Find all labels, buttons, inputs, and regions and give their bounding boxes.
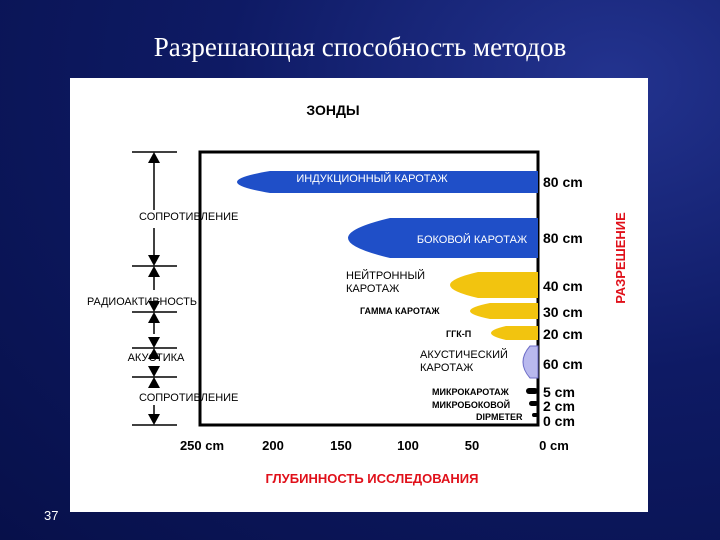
method-label-neutron-1: НЕЙТРОННЫЙ — [346, 269, 425, 282]
bracket-arrows — [148, 152, 160, 425]
resolution-value: 2 cm — [543, 398, 575, 414]
method-shape-microlog — [526, 388, 538, 394]
left-label-radioactivity: РАДИОАКТИВНОСТЬ — [87, 296, 197, 308]
method-shape-microlaterolog — [529, 401, 538, 406]
diagram-panel: ЗОНДЫ — [70, 78, 648, 512]
method-label-induction: ИНДУКЦИОННЫЙ КАРОТАЖ — [296, 172, 447, 185]
method-shape-gamma — [470, 303, 538, 319]
resolution-value: 80 cm — [543, 174, 583, 190]
slide-title: Разрешающая способность методов — [153, 32, 567, 62]
resolution-value: 60 cm — [543, 356, 583, 372]
method-label-microlog: МИКРОКАРОТАЖ — [432, 387, 510, 397]
resolution-value: 5 cm — [543, 384, 575, 400]
slide-number: 37 — [44, 508, 59, 523]
y-axis-title: РАЗРЕШЕНИЕ — [613, 212, 628, 304]
left-label-resistivity-2: СОПРОТИВЛЕНИЕ — [139, 392, 238, 404]
resolution-value: 30 cm — [543, 304, 583, 320]
x-tick-label: 250 cm — [180, 438, 224, 453]
x-axis-title: ГЛУБИННОСТЬ ИССЛЕДОВАНИЯ — [266, 471, 479, 486]
resolution-value: 0 cm — [543, 413, 575, 429]
resolution-value: 40 cm — [543, 278, 583, 294]
x-tick-label: 0 cm — [539, 438, 569, 453]
method-shape-laterolog — [348, 218, 538, 258]
method-label-laterolog: БОКОВОЙ КАРОТАЖ — [417, 233, 527, 246]
method-label-dipmeter: DIPMETER — [476, 412, 523, 422]
method-label-ggk: ГГК-П — [446, 329, 471, 339]
x-tick-label: 150 — [330, 438, 352, 453]
method-shape-neutron — [450, 272, 538, 298]
resolution-diagram: ЗОНДЫ — [87, 102, 628, 486]
x-tick-label: 200 — [262, 438, 284, 453]
method-shape-dipmeter — [532, 413, 538, 417]
method-label-gamma: ГАММА КАРОТАЖ — [360, 306, 440, 316]
method-label-acoustic-2: КАРОТАЖ — [420, 362, 473, 374]
left-label-acoustics: АКУСТИКА — [128, 352, 185, 364]
resolution-value: 80 cm — [543, 230, 583, 246]
method-shape-induction — [237, 171, 538, 193]
method-label-acoustic-1: АКУСТИЧЕСКИЙ — [420, 348, 508, 361]
x-tick-label: 100 — [397, 438, 419, 453]
method-shape-acoustic — [522, 345, 539, 379]
method-label-neutron-2: КАРОТАЖ — [346, 283, 399, 295]
resolution-value: 20 cm — [543, 326, 583, 342]
diagram-header: ЗОНДЫ — [306, 102, 359, 118]
method-label-microlaterolog: МИКРОБОКОВОЙ — [432, 399, 510, 410]
left-label-resistivity: СОПРОТИВЛЕНИЕ — [139, 211, 238, 223]
method-shape-ggk — [491, 326, 538, 340]
x-tick-label: 50 — [465, 438, 479, 453]
